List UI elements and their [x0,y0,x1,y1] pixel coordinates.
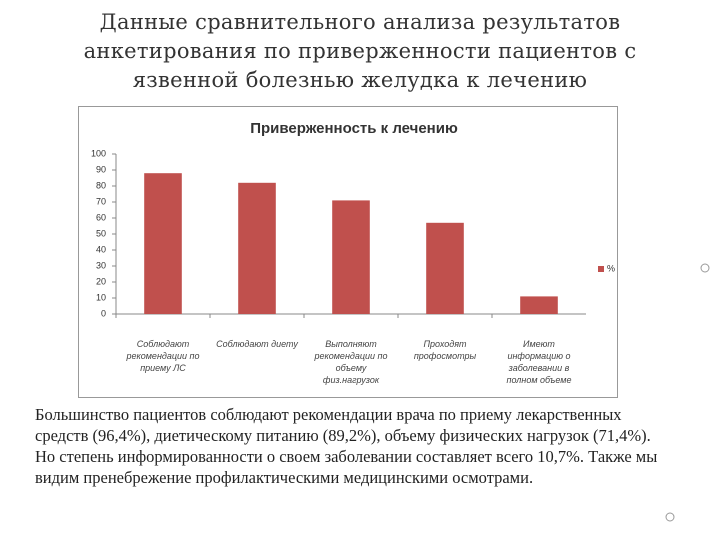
y-tick-label: 0 [101,308,106,318]
y-tick-label: 50 [96,228,106,238]
decor-circle [665,512,675,522]
y-tick-label: 60 [96,212,106,222]
bar [426,222,464,314]
x-tick-label: Соблюдают диету [216,339,298,349]
bar [520,296,558,314]
bar [332,200,370,314]
y-tick-label: 30 [96,260,106,270]
x-tick-label: Соблюдают рекомендации по приему ЛС [126,339,200,373]
x-tick-label: Проходят профосмотры [413,339,477,361]
y-tick-label: 40 [96,244,106,254]
bar [238,182,276,314]
x-tick-label: Выполняют рекомендации по объему физ.наг… [314,339,388,385]
chart: Приверженность к лечению 0 10 20 30 40 50 60 70… [78,106,618,398]
body-text: Большинство пациентов соблюдают рекоменд… [35,405,658,487]
bar [144,173,182,314]
slide-title: Данные сравнительного анализа результато… [83,10,637,92]
y-tick-label: 10 [96,292,106,302]
y-tick-label: 20 [96,276,106,286]
x-tick-label: Имеют информацию о заболевании в полном … [506,339,572,385]
y-tick-label: 80 [96,180,106,190]
decor-circle [700,263,710,273]
y-tick-label: 70 [96,196,106,206]
chart-svg: Приверженность к лечению 0 10 20 30 40 50 60 70… [91,120,615,318]
y-tick-label: 90 [96,164,106,174]
y-tick-label: 100 [91,148,106,158]
legend-label: % [607,263,615,273]
chart-title: Приверженность к лечению [250,120,458,137]
legend-swatch [598,266,604,272]
